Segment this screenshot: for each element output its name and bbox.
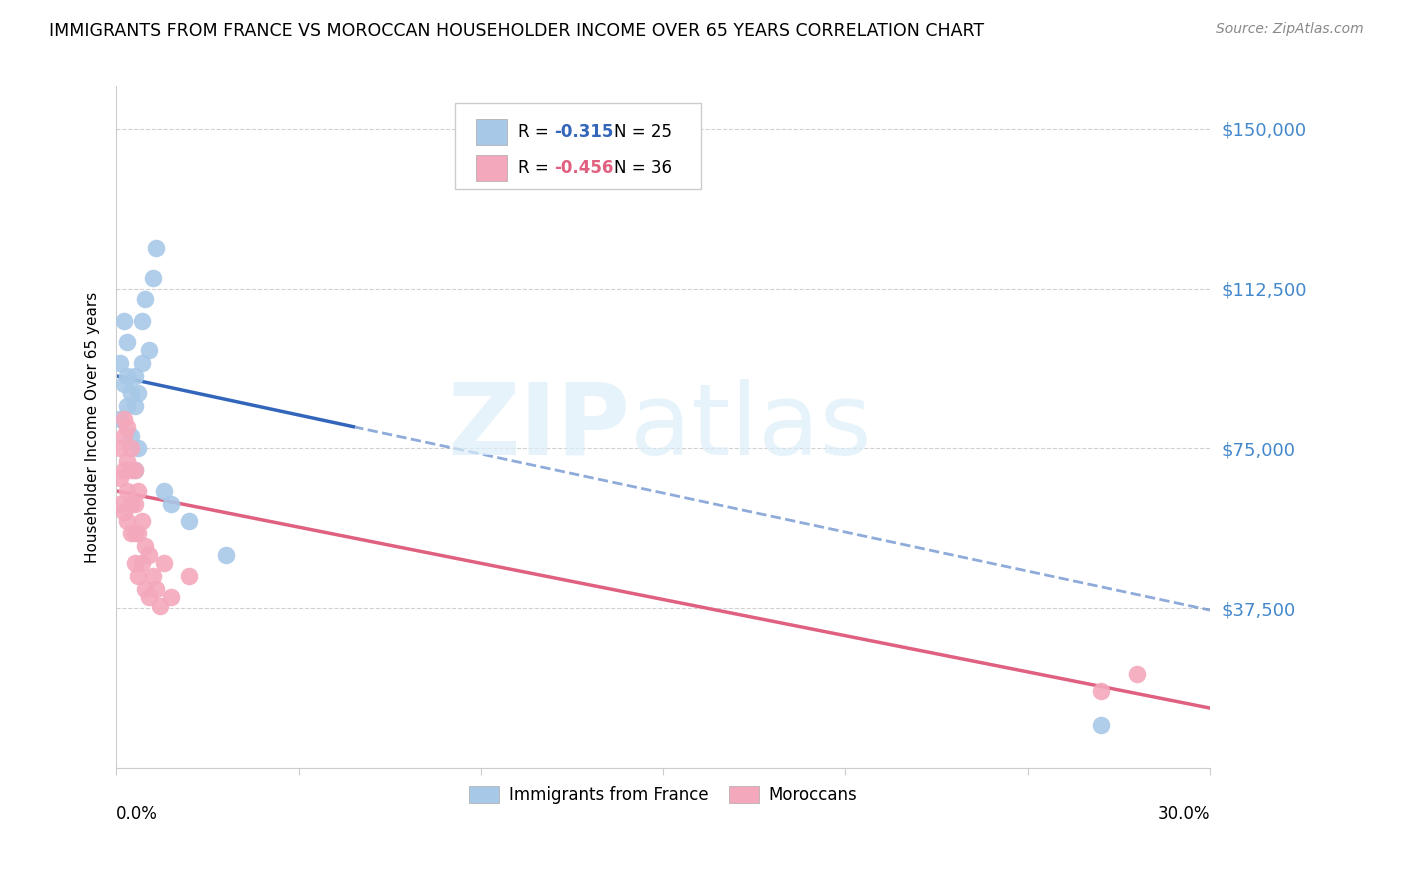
Legend: Immigrants from France, Moroccans: Immigrants from France, Moroccans: [463, 779, 865, 811]
Point: [120, 462, 142, 476]
Y-axis label: Householder Income Over 65 years: Householder Income Over 65 years: [86, 292, 100, 563]
FancyBboxPatch shape: [477, 119, 506, 145]
Point: [138, 548, 160, 562]
Point: [179, 514, 201, 528]
Point: [120, 442, 142, 456]
Point: [115, 483, 138, 498]
Point: [160, 591, 183, 605]
Point: [127, 442, 149, 456]
Point: [112, 462, 135, 476]
Point: [124, 497, 146, 511]
Point: [134, 582, 156, 596]
Point: [112, 411, 135, 425]
Point: [160, 497, 183, 511]
Point: [127, 483, 149, 498]
Point: [115, 454, 138, 468]
Text: N = 36: N = 36: [614, 159, 672, 177]
Text: -0.315: -0.315: [554, 123, 613, 141]
Point: [214, 548, 236, 562]
Point: [115, 334, 138, 349]
Point: [115, 514, 138, 528]
Text: -0.456: -0.456: [554, 159, 613, 177]
Point: [152, 483, 174, 498]
Point: [152, 557, 174, 571]
Point: [142, 569, 165, 583]
Point: [1090, 684, 1112, 698]
FancyBboxPatch shape: [456, 103, 702, 188]
Text: atlas: atlas: [630, 378, 872, 475]
Point: [127, 526, 149, 541]
Point: [131, 514, 153, 528]
Point: [131, 356, 153, 370]
Point: [127, 386, 149, 401]
Point: [120, 497, 142, 511]
Point: [145, 241, 167, 255]
Point: [127, 569, 149, 583]
Point: [131, 557, 153, 571]
Point: [1090, 718, 1112, 732]
Point: [134, 293, 156, 307]
Text: 0.0%: 0.0%: [117, 805, 157, 823]
Point: [124, 462, 146, 476]
Point: [179, 569, 201, 583]
Text: R =: R =: [517, 123, 554, 141]
Text: 30.0%: 30.0%: [1157, 805, 1211, 823]
Point: [124, 557, 146, 571]
Point: [115, 368, 138, 383]
Text: R =: R =: [517, 159, 554, 177]
Point: [120, 526, 142, 541]
Point: [112, 505, 135, 519]
Text: ZIP: ZIP: [447, 378, 630, 475]
Point: [124, 399, 146, 413]
Point: [112, 377, 135, 392]
Point: [108, 471, 131, 485]
Point: [124, 526, 146, 541]
Point: [108, 497, 131, 511]
Point: [145, 582, 167, 596]
Point: [124, 462, 146, 476]
Point: [112, 428, 135, 442]
Point: [115, 399, 138, 413]
Point: [124, 368, 146, 383]
Point: [138, 591, 160, 605]
Point: [131, 313, 153, 327]
Point: [134, 539, 156, 553]
Point: [142, 271, 165, 285]
Point: [108, 411, 131, 425]
Point: [115, 420, 138, 434]
Point: [1126, 667, 1149, 681]
FancyBboxPatch shape: [477, 155, 506, 181]
Text: N = 25: N = 25: [614, 123, 672, 141]
Text: IMMIGRANTS FROM FRANCE VS MOROCCAN HOUSEHOLDER INCOME OVER 65 YEARS CORRELATION : IMMIGRANTS FROM FRANCE VS MOROCCAN HOUSE…: [49, 22, 984, 40]
Point: [149, 599, 172, 613]
Point: [120, 428, 142, 442]
Point: [108, 442, 131, 456]
Point: [120, 386, 142, 401]
Point: [112, 313, 135, 327]
Point: [108, 356, 131, 370]
Point: [138, 343, 160, 358]
Text: Source: ZipAtlas.com: Source: ZipAtlas.com: [1216, 22, 1364, 37]
